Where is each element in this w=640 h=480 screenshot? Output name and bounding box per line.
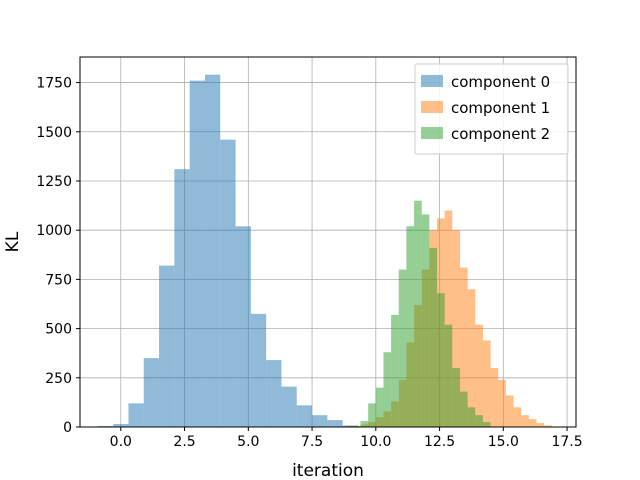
x-tick-label-5: 12.5 (424, 434, 455, 450)
x-tick-label-7: 17.5 (551, 434, 582, 450)
bar-s1-21 (513, 407, 522, 427)
y-tick-label-4: 1000 (36, 223, 72, 239)
bar-s2-5 (391, 314, 399, 427)
axis-ticks: 0.0 2.5 5.0 7.5 10.0 12.5 15.0 17.5 0 250 500 750 10… (36, 76, 582, 450)
legend-label-1: component 1 (451, 99, 550, 117)
legend-swatch-1 (421, 101, 443, 113)
bar-s0-7 (204, 74, 221, 427)
bar-s0-1 (113, 424, 129, 427)
bar-s2-8 (414, 200, 422, 427)
bar-s0-8 (220, 139, 236, 427)
bar-s2-11 (437, 293, 445, 427)
bar-s0-6 (189, 80, 205, 428)
bar-s1-24 (536, 423, 545, 427)
bar-s1-13 (452, 230, 460, 427)
plot-frame (79, 56, 577, 428)
y-tick-label-1: 250 (45, 371, 72, 387)
bar-s1-23 (528, 419, 537, 427)
bar-s2-6 (398, 269, 407, 427)
bar-s1-12 (444, 210, 453, 427)
y-tick-label-2: 500 (45, 322, 72, 338)
bar-s0-13 (296, 405, 313, 427)
bar-s2-1 (360, 421, 369, 427)
bar-s2-13 (452, 367, 460, 427)
legend-swatch-0 (421, 75, 443, 87)
x-tick-label-4: 10.0 (360, 434, 391, 450)
bar-s0-2 (128, 403, 144, 427)
histogram-bars (97, 74, 552, 428)
legend-label-2: component 2 (451, 125, 550, 143)
y-tick-label-5: 1250 (36, 174, 72, 190)
x-tick-label-1: 2.5 (173, 434, 195, 450)
y-tick-label-3: 750 (45, 272, 72, 288)
bar-s2-10 (429, 247, 438, 427)
bar-s1-20 (505, 395, 514, 427)
x-tick-label-3: 7.5 (301, 434, 323, 450)
bar-s0-12 (281, 386, 297, 427)
bar-s1-17 (482, 340, 491, 427)
bar-s0-11 (266, 360, 282, 427)
legend: component 0 component 1 component 2 (414, 63, 569, 155)
y-axis-label: KL (3, 231, 23, 252)
bar-s0-5 (174, 169, 190, 427)
bar-s2-2 (368, 403, 376, 427)
bar-s1-18 (490, 367, 499, 427)
series-2 (347, 200, 491, 427)
legend-box (414, 63, 569, 155)
bar-s2-4 (383, 352, 392, 427)
bar-s1-14 (459, 267, 468, 427)
y-tick-label-0: 0 (63, 420, 72, 436)
x-tick-label-0: 0.0 (110, 434, 132, 450)
x-axis-label: iteration (292, 461, 364, 480)
bar-s2-3 (375, 387, 384, 427)
bar-s0-9 (235, 226, 251, 427)
bar-s0-14 (312, 415, 328, 427)
bar-s0-3 (143, 358, 160, 427)
legend-swatch-2 (421, 127, 443, 139)
bar-s0-15 (327, 420, 343, 427)
y-tick-label-6: 1500 (36, 125, 72, 141)
bar-s2-17 (482, 422, 491, 427)
bar-s1-19 (498, 379, 506, 427)
bar-s1-16 (475, 324, 483, 427)
legend-label-0: component 0 (451, 73, 550, 91)
bar-s2-16 (475, 415, 483, 427)
bar-s1-22 (521, 415, 529, 427)
x-tick-label-2: 5.0 (237, 434, 259, 450)
bar-s2-14 (459, 391, 468, 427)
bar-s2-7 (406, 226, 415, 427)
x-tick-label-6: 15.0 (488, 434, 519, 450)
bar-s2-9 (421, 214, 430, 427)
bar-s1-25 (544, 425, 552, 427)
bar-s0-4 (159, 265, 175, 427)
y-tick-label-7: 1750 (36, 76, 72, 92)
bar-s2-15 (467, 407, 476, 427)
bar-s0-10 (250, 313, 267, 427)
bar-s2-12 (444, 324, 453, 427)
series-0 (97, 74, 358, 428)
bar-s1-15 (467, 289, 476, 427)
